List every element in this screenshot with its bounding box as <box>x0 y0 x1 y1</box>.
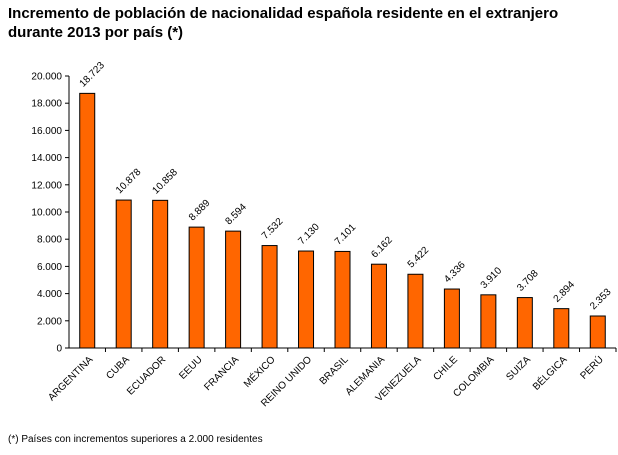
data-label: 10.858 <box>151 167 181 197</box>
category-label: MÉXICO <box>241 353 278 390</box>
y-tick-label: 8.000 <box>37 235 62 246</box>
category-label: SUIZA <box>504 354 533 383</box>
category-label: BRASIL <box>318 354 351 387</box>
category-label: FRANCIA <box>202 354 241 393</box>
data-label: 8.889 <box>187 197 213 223</box>
bar <box>225 230 242 349</box>
data-label: 5.422 <box>406 245 432 271</box>
y-tick-label: 0 <box>56 344 62 355</box>
bar <box>370 263 387 349</box>
data-label: 8.594 <box>223 201 249 227</box>
bar <box>298 250 315 349</box>
data-label: 3.708 <box>515 268 541 294</box>
data-label: 7.101 <box>333 222 359 248</box>
bar <box>589 315 606 349</box>
bar <box>407 273 424 349</box>
bar <box>334 250 351 349</box>
data-label: 10.878 <box>114 166 144 196</box>
data-label: 7.130 <box>296 221 322 247</box>
bar <box>188 226 205 349</box>
category-label: CHILE <box>431 354 460 383</box>
data-label: 6.162 <box>369 235 395 261</box>
y-tick-label: 4.000 <box>37 289 62 300</box>
data-label: 4.336 <box>442 259 468 285</box>
y-tick-label: 2.000 <box>37 316 62 327</box>
category-label: ECUADOR <box>125 354 168 397</box>
bar <box>443 288 460 349</box>
bar <box>152 199 169 349</box>
y-tick-label: 16.000 <box>31 126 62 137</box>
data-label: 7.532 <box>260 216 286 242</box>
y-tick-label: 6.000 <box>37 262 62 273</box>
data-label: 18.723 <box>78 60 108 90</box>
footnote: (*) Países con incrementos superiores a … <box>8 434 263 445</box>
bar <box>79 92 96 349</box>
category-label: CUBA <box>104 354 132 382</box>
data-label: 3.910 <box>479 265 505 291</box>
bar <box>480 294 497 349</box>
chart-title: Incremento de población de nacionalidad … <box>8 5 559 41</box>
bar <box>516 297 533 349</box>
y-tick-label: 18.000 <box>31 99 62 110</box>
data-label: 2.353 <box>588 286 614 312</box>
y-tick-label: 12.000 <box>31 180 62 191</box>
category-label: ARGENTINA <box>46 354 95 403</box>
bar <box>553 308 570 349</box>
y-tick-label: 10.000 <box>31 208 62 219</box>
category-label: EEUU <box>177 354 204 381</box>
category-label: BÉLGICA <box>530 353 570 393</box>
bar <box>261 245 278 349</box>
data-label: 2.894 <box>552 279 578 305</box>
category-label: PERÚ <box>577 353 606 382</box>
bar <box>115 199 132 349</box>
y-tick-label: 14.000 <box>31 153 62 164</box>
y-tick-label: 20.000 <box>31 72 62 83</box>
